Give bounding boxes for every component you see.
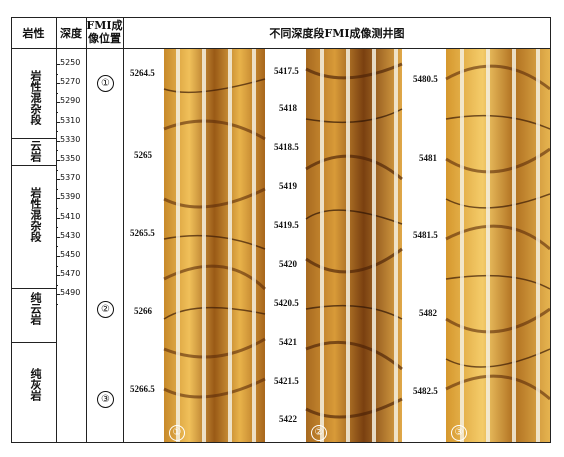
depth-minor-tick	[56, 246, 58, 248]
depth-tick-label: 5390	[60, 192, 81, 202]
panel3-depth-label: 5482.5	[413, 386, 438, 396]
depth-minor-tick	[56, 304, 58, 305]
header-depth: 深度	[60, 27, 82, 40]
panel2-depth-label: 5418	[279, 103, 297, 113]
depth-tick-label: 5310	[60, 115, 81, 125]
depth-tick-label: 5470	[60, 269, 81, 279]
lith-label: 岩性混杂段	[29, 187, 42, 242]
panel-marker: ①	[169, 425, 185, 441]
panel1-depth-label: 5265.5	[130, 228, 155, 238]
fmi-image-panel-3	[445, 49, 550, 442]
depth-tick-label: 5290	[60, 96, 81, 106]
depth-tick-label: 5410	[60, 211, 81, 221]
col-divider-3	[123, 17, 124, 443]
depth-tick-label: 5270	[60, 77, 81, 87]
lith-divider	[11, 165, 56, 166]
depth-minor-tick	[56, 227, 58, 229]
depth-tick-label: 5250	[60, 58, 81, 67]
panel1-depth-label: 5265	[134, 150, 152, 160]
panel3-depth-label: 5481.5	[413, 230, 438, 240]
header-lithology: 岩性	[22, 27, 45, 40]
panel2-depth-label: 5420.5	[274, 298, 299, 308]
header-fmi-position: FMI成 像位置	[86, 19, 123, 45]
fmi-position-marker: ①	[97, 75, 114, 92]
depth-minor-tick	[56, 169, 58, 171]
panel2-depth-label: 5420	[279, 259, 297, 269]
depth-tick	[56, 121, 60, 123]
depth-tick	[56, 140, 60, 142]
depth-minor-tick	[56, 188, 58, 190]
depth-tick	[56, 198, 60, 200]
lith-label: 岩性混杂段	[29, 70, 42, 125]
panel2-depth-label: 5421	[279, 337, 297, 347]
col-divider-1	[56, 17, 57, 443]
panel2-depth-label: 5421.5	[274, 376, 299, 386]
depth-tick	[56, 64, 60, 65]
lith-divider	[11, 138, 56, 139]
depth-tick	[56, 83, 60, 85]
depth-tick	[56, 236, 60, 238]
depth-tick-label: 5330	[60, 134, 81, 144]
lith-divider	[11, 342, 56, 343]
depth-tick	[56, 160, 60, 161]
col-divider-2	[86, 17, 87, 443]
depth-tick	[56, 179, 60, 181]
panel3-depth-label: 5482	[419, 308, 437, 318]
fmi-image-panel-1	[163, 49, 267, 442]
depth-minor-tick	[56, 131, 58, 133]
depth-tick-label: 5490	[60, 288, 81, 298]
panel2-depth-label: 5418.5	[274, 142, 299, 152]
panel3-depth-label: 5480.5	[413, 74, 438, 84]
depth-track: 5250 5270 5290 5310 5330 5350 5370 5390 5410 5430…	[56, 49, 86, 443]
depth-tick	[56, 275, 60, 277]
depth-minor-tick	[56, 208, 58, 209]
fmi-position-marker: ③	[97, 391, 114, 408]
panel2-depth-label: 5417.5	[274, 66, 299, 76]
depth-minor-tick	[56, 150, 58, 152]
header-divider	[11, 48, 551, 49]
lith-divider	[11, 288, 56, 289]
depth-tick	[56, 217, 60, 219]
panel1-depth-label: 5264.5	[130, 68, 155, 78]
depth-tick-label: 5450	[60, 250, 81, 259]
header-images-title: 不同深度段FMI成像测井图	[269, 27, 405, 40]
panel2-depth-label: 5419	[279, 181, 297, 191]
depth-minor-tick	[56, 73, 58, 75]
panel-marker: ②	[311, 425, 327, 441]
depth-tick-label: 5430	[60, 230, 81, 240]
panel2-depth-label: 5419.5	[274, 220, 299, 230]
panel2-depth-label: 5422	[279, 414, 297, 424]
panel1-depth-label: 5266.5	[130, 384, 155, 394]
fmi-position-marker: ②	[97, 301, 114, 318]
fmi-images	[163, 49, 550, 442]
depth-tick	[56, 102, 60, 104]
figure-frame	[11, 17, 551, 443]
lith-label: 纯灰岩	[29, 368, 42, 401]
depth-minor-tick	[56, 92, 58, 94]
depth-minor-tick	[56, 112, 58, 113]
depth-tick-label: 5350	[60, 154, 81, 163]
depth-minor-tick	[56, 265, 58, 267]
depth-tick	[56, 294, 60, 296]
lith-label: 云岩	[29, 140, 42, 162]
depth-minor-tick	[56, 284, 58, 286]
depth-tick-label: 5370	[60, 173, 81, 183]
panel-marker: ③	[451, 425, 467, 441]
panel1-depth-label: 5266	[134, 306, 152, 316]
fmi-image-panel-2	[305, 49, 403, 442]
depth-tick	[56, 256, 60, 257]
panel3-depth-label: 5481	[419, 153, 437, 163]
lith-label: 纯云岩	[29, 292, 42, 325]
